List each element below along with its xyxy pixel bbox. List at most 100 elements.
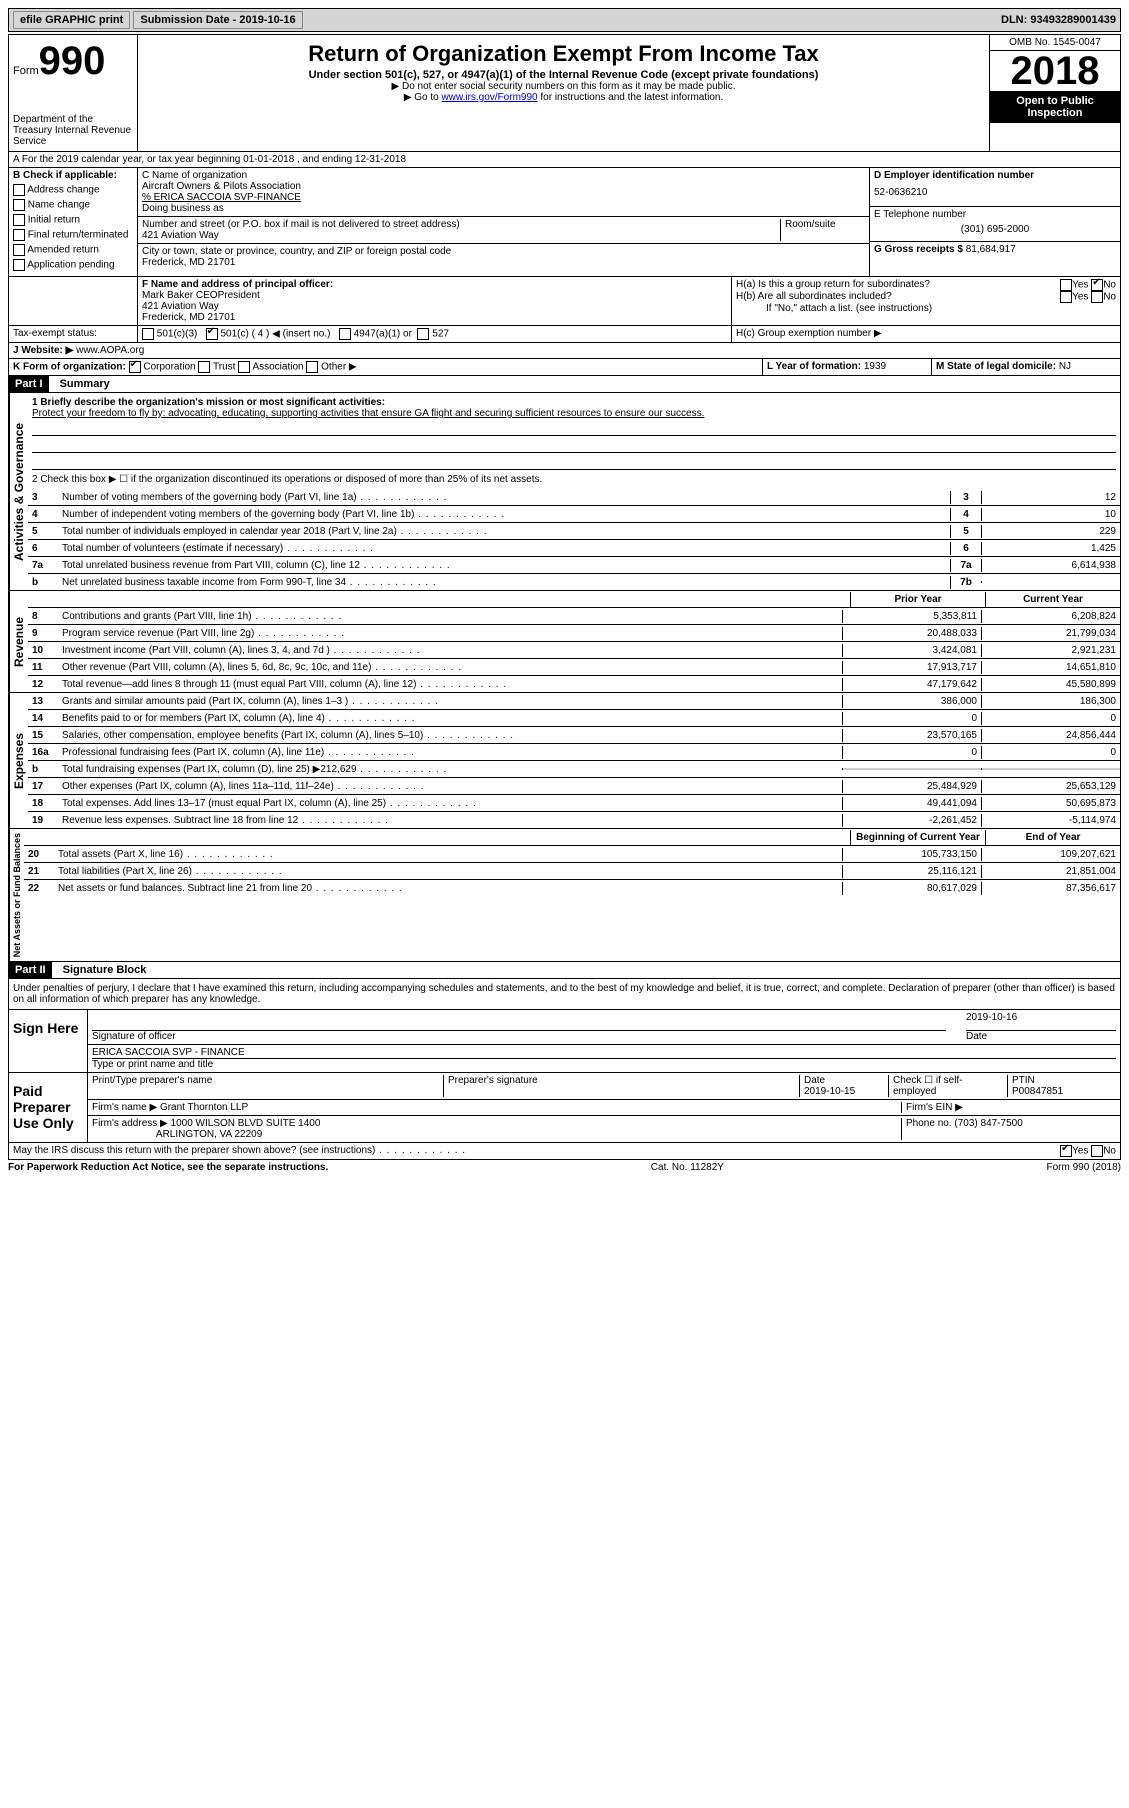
firm-name: Grant Thornton LLP: [160, 1102, 248, 1113]
phone-value: (301) 695-2000: [874, 220, 1116, 239]
note-2-post: for instructions and the latest informat…: [538, 92, 724, 103]
discuss-row: May the IRS discuss this return with the…: [8, 1143, 1121, 1160]
k-label: K Form of organization:: [13, 362, 126, 373]
cat-no: Cat. No. 11282Y: [651, 1162, 724, 1173]
corp-label: Corporation: [143, 362, 195, 373]
addr-label: Number and street (or P.O. box if mail i…: [142, 219, 780, 230]
form-subtitle: Under section 501(c), 527, or 4947(a)(1)…: [142, 69, 985, 81]
form-label: Form: [13, 65, 39, 77]
addr-change-checkbox[interactable]: [13, 184, 25, 196]
care-of: % ERICA SACCOIA SVP-FINANCE: [142, 192, 865, 203]
501c-checkbox[interactable]: [206, 328, 218, 340]
firm-name-label: Firm's name ▶: [92, 1102, 157, 1113]
summary-line: 12Total revenue—add lines 8 through 11 (…: [28, 676, 1120, 692]
top-bar: efile GRAPHIC print Submission Date - 20…: [8, 8, 1121, 32]
firm-phone: (703) 847-7500: [954, 1118, 1022, 1129]
netassets-vert-label: Net Assets or Fund Balances: [9, 829, 24, 961]
org-name: Aircraft Owners & Pilots Association: [142, 181, 865, 192]
l-value: 1939: [864, 361, 886, 372]
mission-text: Protect your freedom to fly by: advocati…: [32, 408, 1116, 419]
tax-year: 2018: [990, 51, 1120, 91]
officer-label: F Name and address of principal officer:: [142, 279, 727, 290]
527-label: 527: [432, 329, 449, 340]
addr-value: 421 Aviation Way: [142, 230, 780, 241]
preparer-name-label: Print/Type preparer's name: [92, 1075, 444, 1097]
yes-label: Yes: [1072, 280, 1088, 291]
note-1: ▶ Do not enter social security numbers o…: [142, 81, 985, 92]
paid-preparer-label: Paid Preparer Use Only: [9, 1073, 88, 1142]
part2-tag: Part II: [9, 962, 52, 978]
initial-return-checkbox[interactable]: [13, 214, 25, 226]
app-pending-label: Application pending: [27, 260, 114, 271]
tax-exempt-row: Tax-exempt status: 501(c)(3) 501(c) ( 4 …: [8, 326, 1121, 343]
officer-addr1: 421 Aviation Way: [142, 301, 727, 312]
part2-title: Signature Block: [63, 964, 147, 976]
4947-label: 4947(a)(1) or: [354, 329, 412, 340]
summary-line: 14Benefits paid to or for members (Part …: [28, 710, 1120, 727]
name-change-checkbox[interactable]: [13, 199, 25, 211]
section-f-h: F Name and address of principal officer:…: [8, 277, 1121, 326]
ha-no-checkbox[interactable]: [1091, 279, 1103, 291]
summary-line: 10Investment income (Part VIII, column (…: [28, 642, 1120, 659]
app-pending-checkbox[interactable]: [13, 259, 25, 271]
name-label: C Name of organization: [142, 170, 865, 181]
form-header: Form990 Department of the Treasury Inter…: [8, 34, 1121, 152]
sign-here-label: Sign Here: [9, 1010, 88, 1072]
form-title: Return of Organization Exempt From Incom…: [142, 41, 985, 67]
4947-checkbox[interactable]: [339, 328, 351, 340]
expenses-section: Expenses 13Grants and similar amounts pa…: [8, 693, 1121, 829]
section-bcdefg: B Check if applicable: Address change Na…: [8, 168, 1121, 277]
ein-value: 52-0636210: [874, 181, 1116, 204]
ha-yes-checkbox[interactable]: [1060, 279, 1072, 291]
summary-line: 11Other revenue (Part VIII, column (A), …: [28, 659, 1120, 676]
initial-return-label: Initial return: [28, 215, 80, 226]
room-label: Room/suite: [780, 219, 865, 241]
hc-label: H(c) Group exemption number ▶: [732, 326, 1120, 342]
other-checkbox[interactable]: [306, 361, 318, 373]
paid-preparer-block: Paid Preparer Use Only Print/Type prepar…: [8, 1073, 1121, 1143]
penalties-text: Under penalties of perjury, I declare th…: [8, 979, 1121, 1010]
klm-row: K Form of organization: Corporation Trus…: [8, 359, 1121, 376]
part1-header: Part I Summary: [8, 376, 1121, 393]
hb-label: H(b) Are all subordinates included?: [736, 291, 892, 303]
part1-title: Summary: [60, 378, 110, 390]
revenue-vert-label: Revenue: [9, 591, 28, 692]
yes-label: Yes: [1072, 292, 1088, 303]
discuss-yes-checkbox[interactable]: [1060, 1145, 1072, 1157]
form-number: 990: [39, 39, 106, 83]
activities-vert-label: Activities & Governance: [9, 393, 28, 590]
sign-here-block: Sign Here Signature of officer 2019-10-1…: [8, 1010, 1121, 1073]
preparer-sig-label: Preparer's signature: [444, 1075, 800, 1097]
dln-text: DLN: 93493289001439: [1001, 14, 1116, 26]
hb-yes-checkbox[interactable]: [1060, 291, 1072, 303]
summary-line: 19Revenue less expenses. Subtract line 1…: [28, 812, 1120, 828]
trust-checkbox[interactable]: [198, 361, 210, 373]
summary-line: 20Total assets (Part X, line 16)105,733,…: [24, 846, 1120, 863]
ptin-value: P00847851: [1012, 1086, 1063, 1097]
527-checkbox[interactable]: [417, 328, 429, 340]
corp-checkbox[interactable]: [129, 361, 141, 373]
prep-date: 2019-10-15: [804, 1086, 855, 1097]
hb-no-checkbox[interactable]: [1091, 291, 1103, 303]
phone-label: E Telephone number: [874, 209, 1116, 220]
summary-line: bTotal fundraising expenses (Part IX, co…: [28, 761, 1120, 778]
firm-ein-label: Firm's EIN ▶: [901, 1102, 1116, 1113]
discuss-no-checkbox[interactable]: [1091, 1145, 1103, 1157]
end-year-hdr: End of Year: [985, 830, 1120, 845]
assoc-checkbox[interactable]: [238, 361, 250, 373]
form990-link[interactable]: www.irs.gov/Form990: [441, 92, 537, 103]
addr-change-label: Address change: [27, 185, 99, 196]
amended-checkbox[interactable]: [13, 244, 25, 256]
line2-text: 2 Check this box ▶ ☐ if the organization…: [32, 474, 1116, 485]
firm-phone-label: Phone no.: [906, 1118, 952, 1129]
submission-date-button[interactable]: Submission Date - 2019-10-16: [133, 11, 302, 29]
netassets-section: Net Assets or Fund Balances Beginning of…: [8, 829, 1121, 962]
begin-year-hdr: Beginning of Current Year: [850, 830, 985, 845]
efile-print-button[interactable]: efile GRAPHIC print: [13, 11, 130, 29]
line1-label: 1 Briefly describe the organization's mi…: [32, 397, 1116, 408]
final-return-label: Final return/terminated: [28, 230, 129, 241]
final-return-checkbox[interactable]: [13, 229, 25, 241]
501c3-checkbox[interactable]: [142, 328, 154, 340]
firm-addr1: 1000 WILSON BLVD SUITE 1400: [171, 1118, 321, 1129]
box-b-label: B Check if applicable:: [13, 170, 133, 181]
